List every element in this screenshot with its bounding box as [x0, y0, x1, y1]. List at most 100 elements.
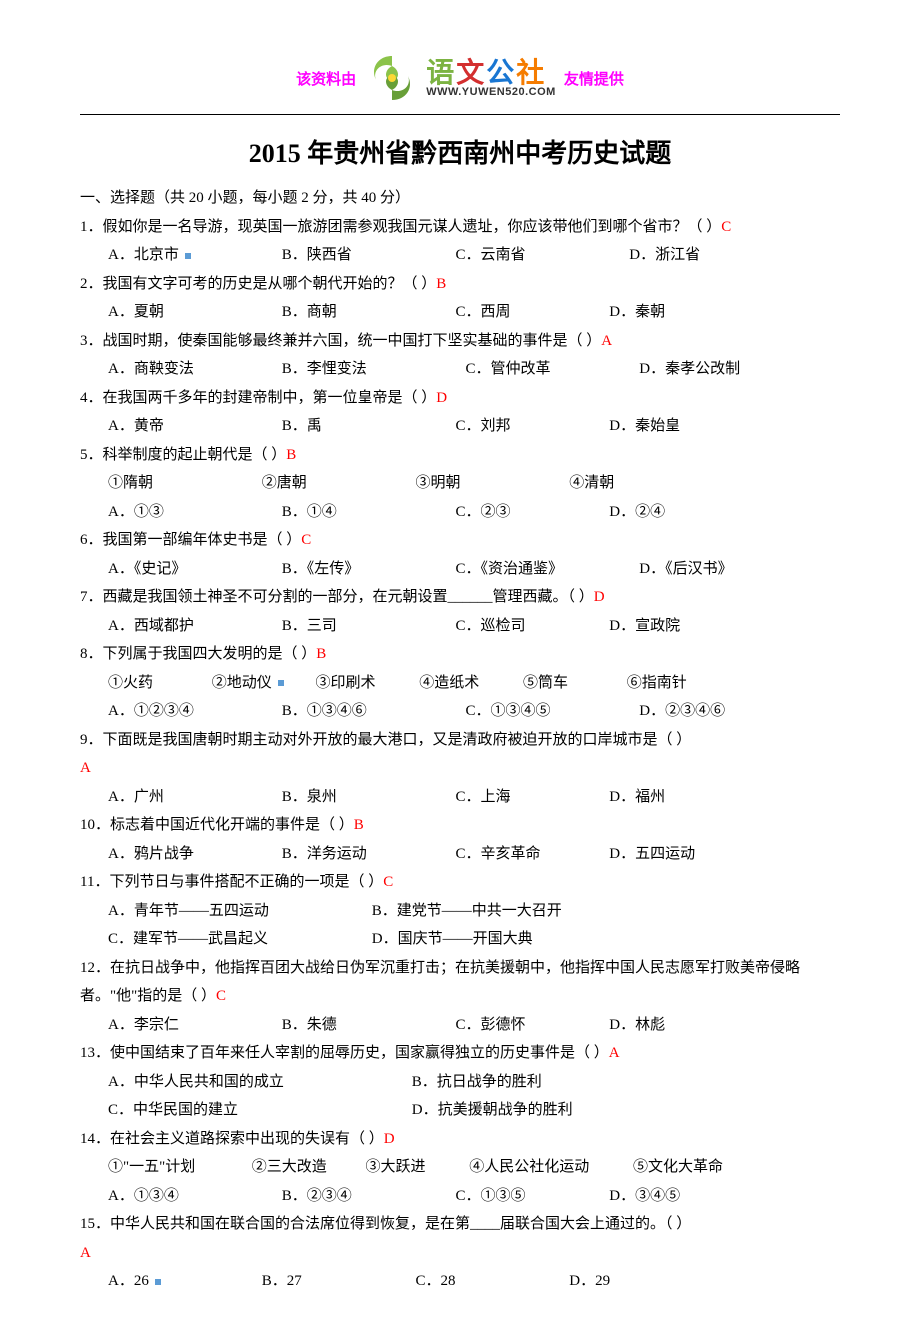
q5-stem: 5．科举制度的起止朝代是（ ）B	[80, 441, 840, 470]
q6-stem: 6．我国第一部编年体史书是（ ）C	[80, 526, 840, 555]
q13-opt-a: A．中华人民共和国的成立	[108, 1068, 408, 1097]
q9-answer: A	[80, 760, 91, 776]
q11-stem: 11．下列节日与事件搭配不正确的一项是（ ）C	[80, 868, 840, 897]
q9-opt-b: B．泉州	[282, 783, 452, 812]
q12-stem: 12．在抗日战争中，他指挥百团大战给日伪军沉重打击；在抗美援朝中，他指挥中国人民…	[80, 954, 840, 1011]
logo-swirl-icon	[364, 50, 420, 106]
q8-answer: B	[316, 646, 326, 662]
q1-stem: 1．假如你是一名导游，现英国一旅游团需参观我国元谋人遗址，你应该带他们到哪个省市…	[80, 213, 840, 242]
q13-options-row2: C．中华民国的建立 D．抗美援朝战争的胜利	[80, 1096, 840, 1125]
q4-text: 4．在我国两千多年的封建帝制中，第一位皇帝是（ ）	[80, 390, 436, 406]
q14-n3: ③大跃进	[366, 1153, 466, 1182]
q14-nums: ①"一五"计划 ②三大改造 ③大跃进 ④人民公社化运动 ⑤文化大革命	[80, 1153, 840, 1182]
dot-icon	[278, 680, 284, 686]
q5-options: A．①③ B．①④ C．②③ D．②④	[80, 498, 840, 527]
q2-answer: B	[436, 276, 446, 292]
q2-opt-a: A．夏朝	[108, 298, 278, 327]
logo-text: 语文公社 WWW.YUWEN520.COM	[426, 59, 556, 98]
q13-opt-c: C．中华民国的建立	[108, 1096, 408, 1125]
q2-opt-c: C．西周	[456, 298, 606, 327]
q9-ans-line: A	[80, 754, 840, 783]
logo-block: 语文公社 WWW.YUWEN520.COM	[364, 50, 556, 106]
q8-n2: ②地动仪	[212, 669, 312, 698]
q11-options-row1: A．青年节——五四运动 B．建党节——中共一大召开	[80, 897, 840, 926]
q1-text: 1．假如你是一名导游，现英国一旅游团需参观我国元谋人遗址，你应该带他们到哪个省市…	[80, 219, 721, 235]
q3-answer: A	[601, 333, 612, 349]
q7-opt-b: B．三司	[282, 612, 452, 641]
q3-opt-b: B．李悝变法	[282, 355, 462, 384]
q15-opt-a: A．26	[108, 1267, 258, 1296]
q14-n4: ④人民公社化运动	[469, 1153, 629, 1182]
q1-opt-c: C．云南省	[456, 241, 626, 270]
divider	[80, 114, 840, 115]
q10-stem: 10．标志着中国近代化开端的事件是（ ）B	[80, 811, 840, 840]
q11-opt-b: B．建党节——中共一大召开	[372, 897, 562, 926]
q4-options: A．黄帝 B．禹 C．刘邦 D．秦始皇	[80, 412, 840, 441]
logo-en: WWW.YUWEN520.COM	[426, 87, 556, 98]
q8-n5: ⑤筒车	[523, 669, 623, 698]
q12-opt-c: C．彭德怀	[456, 1011, 606, 1040]
q9-text: 9．下面既是我国唐朝时期主动对外开放的最大港口，又是清政府被迫开放的口岸城市是（…	[80, 732, 691, 748]
q2-stem: 2．我国有文字可考的历史是从哪个朝代开始的？（ ）B	[80, 270, 840, 299]
q8-text: 8．下列属于我国四大发明的是（ ）	[80, 646, 316, 662]
q5-nums: ①隋朝 ②唐朝 ③明朝 ④清朝	[80, 469, 840, 498]
q7-opt-a: A．西域都护	[108, 612, 278, 641]
q6-options: A．《史记》 B．《左传》 C．《资治通鉴》 D．《后汉书》	[80, 555, 840, 584]
q6-opt-b: B．《左传》	[282, 555, 452, 584]
q5-n2: ②唐朝	[262, 469, 412, 498]
q13-options-row1: A．中华人民共和国的成立 B．抗日战争的胜利	[80, 1068, 840, 1097]
q7-text: 7．西藏是我国领土神圣不可分割的一部分，在元朝设置______管理西藏。（ ）	[80, 589, 594, 605]
q14-opt-a: A．①③④	[108, 1182, 278, 1211]
q12-opt-a: A．李宗仁	[108, 1011, 278, 1040]
q6-opt-c: C．《资治通鉴》	[456, 555, 636, 584]
q11-opt-c: C．建军节——武昌起义	[108, 925, 368, 954]
q3-opt-a: A．商鞅变法	[108, 355, 278, 384]
q14-opt-b: B．②③④	[282, 1182, 452, 1211]
q5-opt-c: C．②③	[456, 498, 606, 527]
q2-options: A．夏朝 B．商朝 C．西周 D．秦朝	[80, 298, 840, 327]
q14-options: A．①③④ B．②③④ C．①③⑤ D．③④⑤	[80, 1182, 840, 1211]
q5-answer: B	[286, 447, 296, 463]
q3-options: A．商鞅变法 B．李悝变法 C．管仲改革 D．秦孝公改制	[80, 355, 840, 384]
page-container: 该资料由 语文公社 WWW.YUWEN520.COM 友情提供 2015 年贵州…	[0, 0, 920, 1336]
q15-ans-line: A	[80, 1239, 840, 1268]
header-right: 友情提供	[564, 68, 624, 89]
q8-nums: ①火药 ②地动仪 ③印刷术 ④造纸术 ⑤筒车 ⑥指南针	[80, 669, 840, 698]
q8-n4: ④造纸术	[419, 669, 519, 698]
q10-opt-a: A．鸦片战争	[108, 840, 278, 869]
q8-options: A．①②③④ B．①③④⑥ C．①③④⑤ D．②③④⑥	[80, 697, 840, 726]
header-row: 该资料由 语文公社 WWW.YUWEN520.COM 友情提供	[80, 50, 840, 106]
q15-options: A．26 B．27 C．28 D．29	[80, 1267, 840, 1296]
q14-text: 14．在社会主义道路探索中出现的失误有（ ）	[80, 1131, 384, 1147]
q1-opt-d: D．浙江省	[629, 241, 700, 270]
q11-options-row2: C．建军节——武昌起义 D．国庆节——开国大典	[80, 925, 840, 954]
q9-opt-c: C．上海	[456, 783, 606, 812]
dot-icon	[155, 1279, 161, 1285]
q5-n1: ①隋朝	[108, 469, 258, 498]
q8-opt-a: A．①②③④	[108, 697, 278, 726]
q8-opt-b: B．①③④⑥	[282, 697, 462, 726]
dot-icon	[185, 253, 191, 259]
q8-opt-c: C．①③④⑤	[466, 697, 636, 726]
q15-opt-d: D．29	[569, 1267, 610, 1296]
q13-answer: A	[609, 1045, 620, 1061]
q13-text: 13．使中国结束了百年来任人宰割的屈辱历史，国家赢得独立的历史事件是（ ）	[80, 1045, 609, 1061]
q1-options: A．北京市 B．陕西省 C．云南省 D．浙江省	[80, 241, 840, 270]
q3-opt-d: D．秦孝公改制	[639, 355, 740, 384]
q14-stem: 14．在社会主义道路探索中出现的失误有（ ）D	[80, 1125, 840, 1154]
q15-text: 15．中华人民共和国在联合国的合法席位得到恢复，是在第____届联合国大会上通过…	[80, 1216, 691, 1232]
q5-n4: ④清朝	[569, 469, 719, 498]
q5-opt-b: B．①④	[282, 498, 452, 527]
q7-options: A．西域都护 B．三司 C．巡检司 D．宣政院	[80, 612, 840, 641]
q3-opt-c: C．管仲改革	[466, 355, 636, 384]
q15-opt-c: C．28	[416, 1267, 566, 1296]
q12-text: 12．在抗日战争中，他指挥百团大战给日伪军沉重打击；在抗美援朝中，他指挥中国人民…	[80, 960, 800, 1005]
q6-answer: C	[301, 532, 311, 548]
page-title: 2015 年贵州省黔西南州中考历史试题	[80, 133, 840, 170]
q4-opt-a: A．黄帝	[108, 412, 278, 441]
q4-opt-d: D．秦始皇	[609, 412, 680, 441]
q3-stem: 3．战国时期，使秦国能够最终兼并六国，统一中国打下坚实基础的事件是（ ）A	[80, 327, 840, 356]
q15-answer: A	[80, 1245, 91, 1261]
q7-stem: 7．西藏是我国领土神圣不可分割的一部分，在元朝设置______管理西藏。（ ）D	[80, 583, 840, 612]
q4-answer: D	[436, 390, 447, 406]
